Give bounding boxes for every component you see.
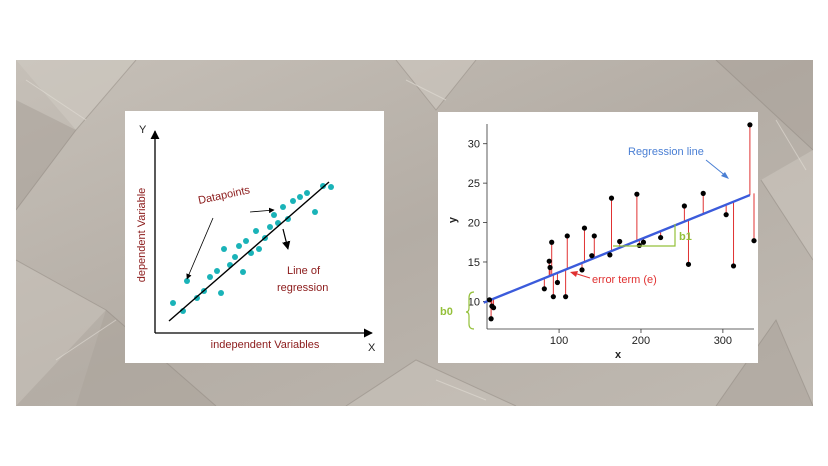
- chart-points-group: [486, 122, 757, 322]
- residual-lines-group: [488, 124, 755, 319]
- data-point: [486, 297, 493, 303]
- datapoint: [240, 269, 246, 275]
- x-axis-label: independent Variables: [211, 339, 320, 351]
- datapoint: [218, 290, 224, 296]
- regression-label-arrow-head: [721, 172, 729, 179]
- datapoint: [236, 243, 242, 249]
- data-point: [730, 263, 737, 269]
- datapoint: [297, 194, 303, 200]
- datapoint: [232, 254, 238, 260]
- data-point: [634, 191, 640, 197]
- datapoint: [290, 198, 296, 204]
- y-axis-label: dependent Variable: [136, 188, 148, 283]
- data-point: [700, 190, 706, 196]
- data-point: [640, 239, 647, 245]
- chart-x-axis-label: x: [615, 349, 622, 361]
- chart-y-axis-label: y: [447, 216, 459, 223]
- datapoint: [243, 238, 249, 244]
- intercept-bracket: [465, 291, 475, 330]
- intercept-label: b0: [440, 306, 453, 318]
- data-point: [579, 267, 585, 273]
- data-point: [607, 252, 613, 258]
- data-point: [563, 294, 569, 300]
- data-point: [723, 212, 729, 218]
- datapoint: [194, 295, 200, 301]
- datapoint: [267, 224, 273, 230]
- x-tick-label: 200: [632, 335, 650, 347]
- y-axis-letter: Y: [139, 124, 147, 136]
- slope-label: b1: [679, 231, 692, 243]
- data-point: [554, 279, 561, 286]
- data-point: [591, 233, 597, 239]
- data-point: [549, 239, 555, 245]
- y-tick-label: 15: [468, 257, 480, 269]
- datapoint: [271, 212, 277, 218]
- data-point: [681, 203, 687, 209]
- chart-ticks-group: 100 200 300 10 15 20 25 30: [468, 139, 732, 347]
- line-of-regression-label-line2: regression: [277, 282, 328, 294]
- datapoint: [328, 184, 334, 190]
- line-of-regression-label-line1: Line of: [287, 265, 321, 277]
- data-point: [550, 294, 556, 300]
- data-point: [658, 234, 664, 241]
- data-point: [490, 305, 497, 311]
- data-point: [564, 233, 570, 239]
- datapoint: [312, 209, 318, 215]
- linear-regression-concept-diagram: Y X dependent Variable independent Varia…: [125, 111, 384, 363]
- datapoints-arrow-right: [249, 207, 275, 214]
- y-tick-label: 10: [468, 296, 480, 308]
- error-term-arrow-head: [570, 271, 578, 277]
- data-point: [608, 195, 615, 201]
- datapoints-arrow-left: [186, 217, 214, 280]
- data-point: [685, 261, 692, 267]
- datapoint: [280, 204, 286, 210]
- regression-line-arrow: [282, 228, 291, 250]
- regression-scatter-chart: 100 200 300 10 15 20 25 30 x y b1 b0 Regression…: [438, 112, 758, 363]
- data-point: [581, 225, 588, 231]
- slope-indicator: [613, 224, 676, 247]
- datapoint: [170, 300, 176, 306]
- x-tick-label: 100: [550, 335, 568, 347]
- datapoint: [221, 246, 227, 252]
- datapoint: [285, 216, 291, 222]
- data-point: [747, 122, 753, 128]
- data-point: [541, 286, 547, 292]
- error-term-label: error term (e): [592, 274, 657, 286]
- datapoint: [304, 190, 310, 196]
- data-point: [547, 264, 553, 271]
- x-axis-letter: X: [368, 342, 376, 354]
- datapoint: [253, 228, 259, 234]
- datapoints-label: Datapoints: [197, 184, 251, 207]
- data-point: [617, 238, 623, 245]
- data-point: [488, 316, 494, 322]
- data-point: [546, 258, 552, 264]
- right-chart-canvas: 100 200 300 10 15 20 25 30 x y b1 b0 Regression…: [440, 122, 757, 361]
- y-tick-label: 20: [468, 218, 480, 230]
- datapoint: [207, 274, 213, 280]
- regression-line-label: Regression line: [628, 146, 704, 158]
- x-tick-label: 300: [714, 335, 732, 347]
- data-point: [751, 238, 757, 244]
- regression-line: [168, 181, 330, 322]
- chart-regression-line: [483, 193, 751, 304]
- y-tick-label: 25: [468, 178, 480, 190]
- datapoint: [256, 246, 262, 252]
- datapoint: [320, 183, 326, 189]
- left-diagram-canvas: Y X dependent Variable independent Varia…: [136, 124, 376, 354]
- datapoint: [214, 268, 220, 274]
- y-tick-label: 30: [468, 139, 480, 151]
- data-point: [589, 253, 595, 259]
